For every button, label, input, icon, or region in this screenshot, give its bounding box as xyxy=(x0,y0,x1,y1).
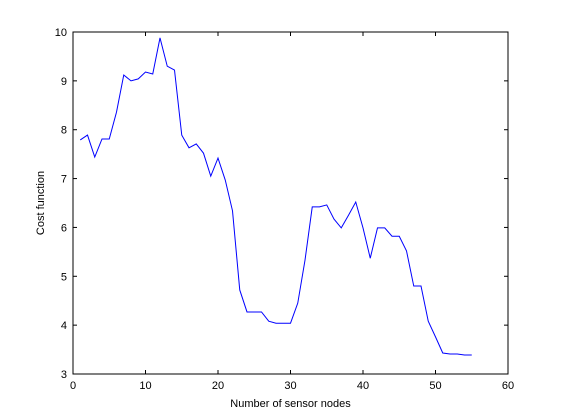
y-axis-label: Cost function xyxy=(35,171,47,235)
x-tick-label: 50 xyxy=(429,380,441,392)
x-tick-label: 0 xyxy=(70,380,76,392)
y-tick-label: 10 xyxy=(55,27,67,39)
y-tick-label: 3 xyxy=(61,369,67,381)
x-axis-label: Number of sensor nodes xyxy=(230,398,351,410)
y-tick-label: 9 xyxy=(61,76,67,88)
x-tick-label: 40 xyxy=(357,380,369,392)
y-tick-label: 5 xyxy=(61,271,67,283)
y-tick-label: 4 xyxy=(61,320,67,332)
x-tick-label: 30 xyxy=(284,380,296,392)
plot-area xyxy=(72,31,509,375)
y-tick-label: 8 xyxy=(61,125,67,137)
x-tick-label: 20 xyxy=(212,380,224,392)
line xyxy=(79,37,472,356)
x-tick-label: 10 xyxy=(139,380,151,392)
y-tick-label: 6 xyxy=(61,222,67,234)
y-tick-label: 7 xyxy=(61,174,67,186)
x-tick-label: 60 xyxy=(502,380,514,392)
